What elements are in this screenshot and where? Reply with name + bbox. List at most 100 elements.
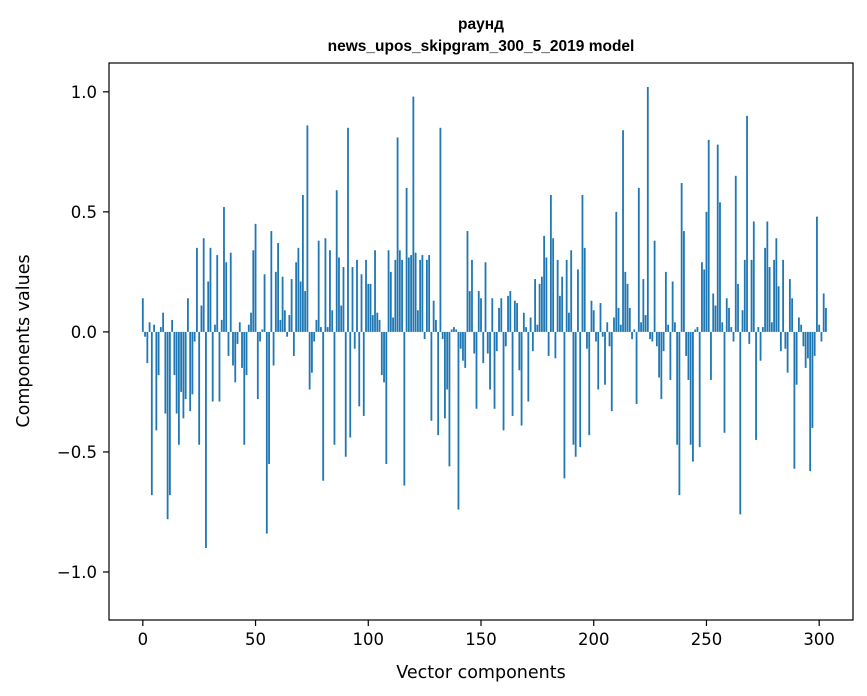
bar-212: [619, 324, 622, 332]
bar-84: [331, 310, 334, 332]
x-tick-label: 200: [578, 630, 610, 649]
bar-88: [340, 305, 343, 332]
bar-41: [234, 331, 237, 383]
bar-62: [281, 276, 284, 332]
bar-146: [471, 259, 473, 332]
bar-176: [538, 283, 541, 332]
bar-30: [209, 247, 212, 332]
bar-241: [685, 331, 688, 356]
y-tick-label: 1.0: [71, 83, 97, 102]
bar-85: [333, 331, 336, 445]
bar-8: [159, 327, 162, 332]
bar-232: [664, 271, 667, 332]
bar-92: [349, 331, 352, 438]
bar-265: [739, 331, 742, 515]
bar-258: [723, 331, 726, 433]
bar-42: [236, 331, 239, 344]
bar-17: [180, 331, 183, 392]
bar-239: [680, 183, 683, 332]
bar-123: [419, 259, 422, 332]
bar-2: [146, 331, 149, 364]
bar-127: [428, 255, 431, 332]
bar-227: [653, 240, 656, 332]
bar-290: [795, 331, 798, 385]
bar-90: [344, 331, 347, 457]
bar-299: [816, 216, 818, 332]
bar-162: [507, 295, 509, 332]
x-tick-label: 0: [138, 630, 149, 649]
bar-231: [662, 331, 665, 352]
bar-179: [545, 257, 548, 332]
bar-200: [592, 310, 595, 332]
bar-300: [818, 324, 821, 332]
bar-211: [617, 307, 620, 332]
bar-252: [710, 331, 712, 380]
bar-264: [737, 283, 739, 332]
bar-75: [311, 331, 313, 373]
bar-194: [579, 331, 582, 448]
bar-221: [640, 322, 642, 332]
bar-185: [559, 295, 561, 332]
bar-177: [540, 276, 543, 332]
bar-153: [486, 331, 489, 354]
bar-183: [554, 331, 557, 359]
x-tick-label: 100: [353, 630, 385, 649]
bar-122: [416, 310, 419, 332]
bar-286: [786, 331, 789, 373]
bar-293: [802, 331, 805, 347]
bar-288: [791, 298, 794, 332]
bar-164: [511, 331, 514, 416]
bar-66: [290, 279, 293, 332]
bar-206: [606, 322, 609, 332]
bar-148: [475, 331, 478, 409]
bar-124: [421, 255, 424, 332]
bar-16: [177, 331, 180, 445]
bar-236: [673, 322, 676, 332]
bar-29: [207, 281, 210, 332]
bar-297: [811, 331, 814, 428]
bar-230: [660, 331, 663, 400]
bar-7: [157, 331, 160, 376]
bar-64: [286, 331, 289, 337]
bar-119: [410, 255, 413, 332]
bar-261: [730, 327, 733, 332]
bar-136: [448, 331, 451, 467]
bar-67: [292, 331, 295, 356]
bar-287: [788, 279, 791, 332]
bar-86: [335, 190, 338, 332]
bar-246: [696, 327, 699, 332]
bar-144: [466, 231, 469, 332]
bar-152: [484, 262, 487, 332]
bar-59: [274, 271, 277, 332]
bar-170: [525, 327, 527, 332]
bar-192: [574, 331, 577, 457]
bar-55: [265, 331, 268, 534]
bar-228: [655, 331, 658, 347]
bar-213: [622, 130, 624, 332]
bar-60: [277, 243, 279, 332]
bar-137: [450, 329, 453, 332]
bar-79: [320, 327, 322, 332]
bar-147: [473, 331, 476, 354]
bar-24: [196, 247, 198, 332]
bar-31: [211, 331, 214, 402]
bar-35: [220, 319, 223, 332]
bar-76: [313, 331, 316, 342]
bar-33: [216, 255, 219, 332]
bar-157: [495, 331, 498, 352]
bar-116: [403, 331, 406, 486]
bar-263: [734, 175, 737, 332]
bar-158: [498, 307, 500, 332]
bar-138: [453, 327, 455, 332]
bar-132: [439, 127, 442, 332]
bar-254: [714, 305, 717, 332]
bar-160: [502, 331, 505, 431]
bar-128: [430, 331, 433, 421]
bar-294: [804, 331, 807, 368]
bar-169: [522, 312, 525, 332]
bar-199: [590, 300, 593, 332]
bar-168: [520, 331, 523, 426]
bar-142: [462, 331, 464, 361]
bar-145: [468, 291, 471, 332]
y-tick-label: 0.5: [71, 203, 97, 222]
